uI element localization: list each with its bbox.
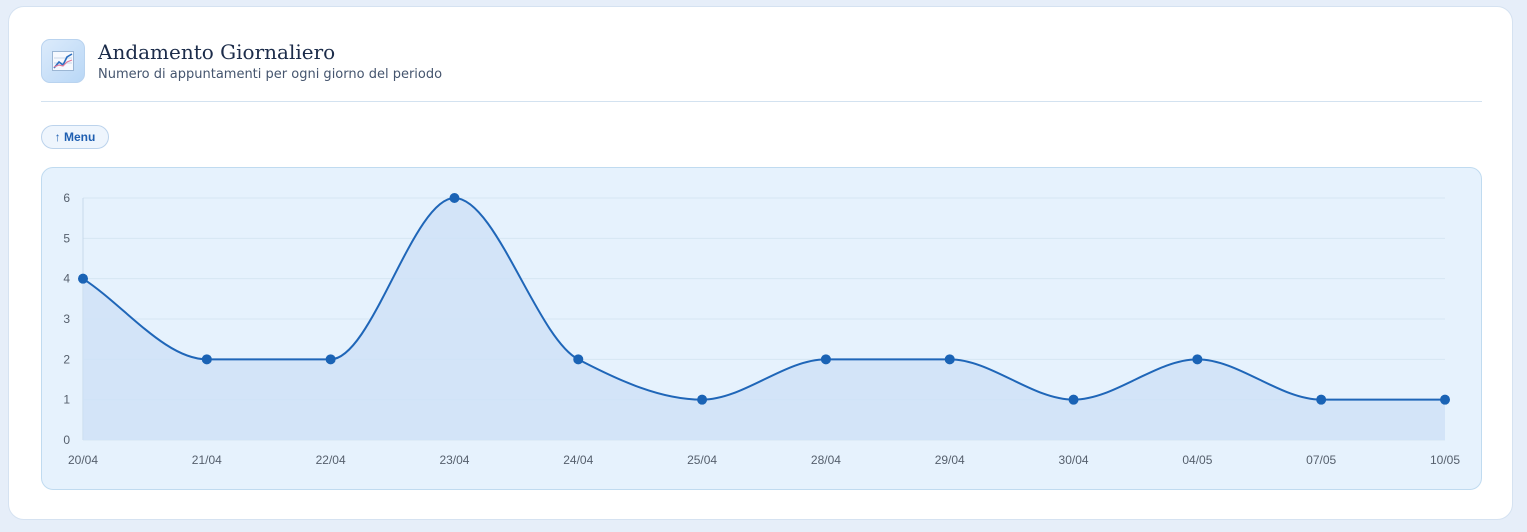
daily-trend-chart: 0 1 2 3 4 5 6 20/04 21/04 22/04 23/04 24/04 25/04 28/…: [63, 191, 1460, 467]
data-point-25-04: [697, 394, 708, 405]
chart-increasing-icon: [41, 39, 85, 83]
x-tick-label-21-04: 21/04: [192, 453, 222, 467]
page-title: Andamento Giornaliero: [98, 40, 336, 64]
x-tick-label-25-04: 25/04: [687, 453, 717, 467]
data-point-29-04: [944, 354, 955, 365]
data-point-24-04: [573, 354, 584, 365]
x-tick-label-10-05: 10/05: [1430, 453, 1460, 467]
card-header: Andamento Giornaliero Numero di appuntam…: [41, 39, 1482, 102]
x-tick-label-28-04: 28/04: [811, 453, 841, 467]
x-tick-label-30-04: 30/04: [1059, 453, 1089, 467]
data-point-23-04: [449, 193, 460, 203]
menu-button[interactable]: ↑ Menu: [41, 125, 109, 149]
y-tick-label-3: 3: [63, 312, 70, 326]
page-subtitle: Numero di appuntamenti per ogni giorno d…: [98, 67, 443, 82]
x-tick-label-04-05: 04/05: [1182, 453, 1212, 467]
data-point-20-04: [78, 273, 88, 284]
y-tick-label-0: 0: [63, 433, 70, 447]
y-tick-label-4: 4: [63, 272, 70, 286]
x-tick-label-29-04: 29/04: [935, 453, 965, 467]
data-point-21-04: [201, 354, 212, 365]
x-tick-label-22-04: 22/04: [316, 453, 346, 467]
x-tick-label-23-04: 23/04: [439, 453, 469, 467]
chart-panel: 0 1 2 3 4 5 6 20/04 21/04 22/04 23/04 24/04 25/04 28/…: [41, 167, 1482, 490]
y-tick-label-1: 1: [63, 393, 70, 407]
data-point-07-05: [1316, 394, 1327, 405]
data-point-30-04: [1068, 394, 1079, 405]
chart-card: Andamento Giornaliero Numero di appuntam…: [8, 6, 1513, 520]
x-tick-label-20-04: 20/04: [68, 453, 98, 467]
x-tick-label-07-05: 07/05: [1306, 453, 1336, 467]
y-tick-label-6: 6: [63, 191, 70, 205]
data-point-10-05: [1440, 394, 1450, 405]
data-point-22-04: [325, 354, 336, 365]
data-point-04-05: [1192, 354, 1203, 365]
series-area: [83, 198, 1445, 440]
y-tick-label-5: 5: [63, 231, 70, 245]
y-tick-label-2: 2: [63, 352, 70, 366]
data-point-28-04: [820, 354, 831, 365]
x-tick-label-24-04: 24/04: [563, 453, 593, 467]
